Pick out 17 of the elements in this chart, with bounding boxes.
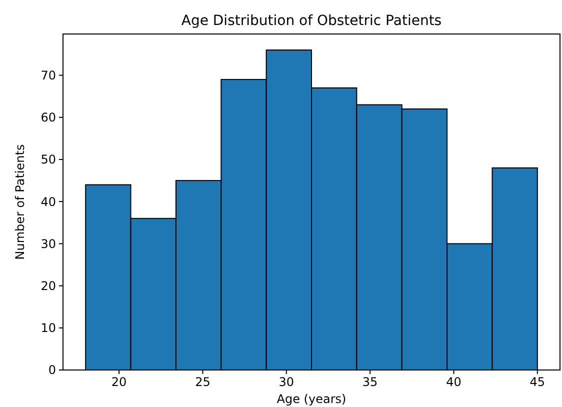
x-tick-label: 40 bbox=[446, 375, 462, 389]
y-tick-label: 30 bbox=[40, 236, 56, 251]
y-tick-label: 20 bbox=[40, 278, 56, 293]
x-tick-label: 25 bbox=[195, 375, 210, 389]
y-tick-label: 60 bbox=[40, 110, 56, 125]
y-tick-label: 40 bbox=[40, 194, 56, 209]
y-tick-label: 50 bbox=[40, 152, 56, 167]
y-axis-title: Number of Patients bbox=[13, 144, 27, 260]
y-tick-label: 70 bbox=[40, 68, 56, 82]
y-tick-label: 10 bbox=[40, 321, 56, 336]
x-axis-title: Age (years) bbox=[276, 392, 346, 406]
x-tick-label: 20 bbox=[111, 375, 127, 389]
x-tick-label: 35 bbox=[362, 375, 378, 389]
x-tick-label: 30 bbox=[278, 375, 294, 389]
y-tick-label: 0 bbox=[48, 363, 56, 378]
x-tick-label: 45 bbox=[530, 375, 546, 389]
chart-title: Age Distribution of Obstetric Patients bbox=[181, 13, 442, 29]
